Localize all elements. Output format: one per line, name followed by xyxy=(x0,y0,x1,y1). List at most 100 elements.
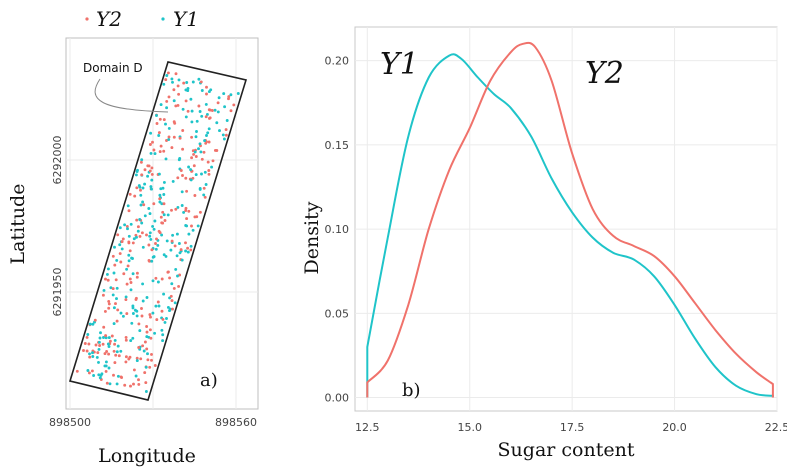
scatter-point xyxy=(158,200,162,204)
scatter-point xyxy=(164,78,168,82)
scatter-point xyxy=(205,134,208,137)
scatter-point xyxy=(179,248,183,252)
scatter-point xyxy=(222,137,226,141)
scatter-point xyxy=(215,149,219,152)
scatter-point xyxy=(176,205,180,209)
scatter-point xyxy=(190,135,194,139)
scatter-point xyxy=(127,234,131,238)
scatter-point xyxy=(227,97,230,101)
y-tick-label: 0.05 xyxy=(325,307,350,320)
scatter-point xyxy=(134,374,138,378)
scatter-point xyxy=(141,282,145,286)
scatter-point xyxy=(122,272,126,276)
scatter-point xyxy=(137,346,141,349)
scatter-point xyxy=(119,260,123,264)
scatter-point xyxy=(150,352,153,356)
scatter-point xyxy=(111,293,115,297)
scatter-point xyxy=(115,297,118,301)
scatter-point xyxy=(190,224,193,228)
scatter-point xyxy=(207,127,211,131)
scatter-point xyxy=(147,243,151,247)
scatter-point xyxy=(116,344,120,348)
scatter-point xyxy=(232,103,236,107)
scatter-point xyxy=(224,128,228,132)
scatter-point xyxy=(124,338,128,342)
scatter-point xyxy=(161,333,165,337)
scatter-point xyxy=(131,312,135,315)
scatter-point xyxy=(175,254,179,258)
scatter-point xyxy=(149,131,153,135)
scatter-point xyxy=(205,92,208,96)
scatter-point xyxy=(207,169,211,172)
scatter-point xyxy=(151,311,155,315)
scatter-point xyxy=(186,109,190,113)
scatter-point xyxy=(174,72,178,76)
y-tick-label: 0.15 xyxy=(325,139,350,152)
scatter-point xyxy=(157,304,161,308)
scatter-point xyxy=(88,322,92,326)
scatter-point xyxy=(94,343,98,347)
scatter-point xyxy=(195,130,198,133)
scatter-point xyxy=(85,335,89,339)
scatter-point xyxy=(185,189,189,193)
scatter-point xyxy=(150,187,153,191)
scatter-point xyxy=(164,254,168,258)
scatter-point xyxy=(127,357,131,361)
scatter-point xyxy=(107,345,111,348)
scatter-point xyxy=(101,293,105,297)
scatter-point xyxy=(139,188,142,192)
scatter-point xyxy=(189,178,193,182)
series-line-y1 xyxy=(366,53,774,398)
scatter-point xyxy=(147,259,151,262)
scatter-point xyxy=(113,338,117,342)
scatter-point xyxy=(190,109,194,113)
scatter-point xyxy=(172,88,176,92)
scatter-point xyxy=(207,116,211,120)
scatter-point xyxy=(151,140,154,144)
scatter-point xyxy=(96,351,100,355)
scatter-point xyxy=(140,221,144,225)
scatter-point xyxy=(132,368,136,372)
scatter-point xyxy=(165,139,168,142)
scatter-point xyxy=(169,294,173,298)
scatter-point xyxy=(157,131,161,135)
scatter-point xyxy=(175,232,179,236)
scatter-point xyxy=(152,227,156,231)
scatter-point xyxy=(173,244,177,248)
scatter-point xyxy=(129,222,133,226)
scatter-point xyxy=(153,364,157,367)
scatter-point xyxy=(83,342,87,345)
scatter-point xyxy=(147,207,151,210)
scatter-point xyxy=(119,311,123,315)
scatter-point xyxy=(104,334,108,338)
scatter-point xyxy=(163,320,167,324)
scatter-point xyxy=(149,336,153,340)
scatter-point xyxy=(125,312,129,316)
scatter-point xyxy=(159,103,163,107)
scatter-point xyxy=(195,215,199,219)
scatter-point xyxy=(161,339,165,343)
scatter-point xyxy=(164,122,167,126)
scatter-point xyxy=(165,106,169,110)
scatter-point xyxy=(189,97,193,101)
scatter-point xyxy=(178,157,182,160)
scatter-point xyxy=(124,360,128,364)
scatter-point xyxy=(184,176,188,180)
scatter-point xyxy=(189,168,193,172)
scatter-point xyxy=(157,229,161,233)
scatter-point xyxy=(91,322,95,326)
scatter-point xyxy=(112,306,116,310)
scatter-point xyxy=(167,95,171,99)
scatter-point xyxy=(145,296,149,299)
scatter-point xyxy=(118,243,122,247)
scatter-point xyxy=(169,248,173,252)
scatter-point xyxy=(98,336,102,340)
scatter-point xyxy=(145,325,149,328)
scatter-point xyxy=(151,224,155,228)
scatter-point xyxy=(184,206,188,210)
scatter-point xyxy=(154,242,157,245)
scatter-point xyxy=(148,328,152,332)
scatter-point xyxy=(190,120,194,124)
scatter-point xyxy=(148,234,152,238)
scatter-point xyxy=(116,374,120,378)
